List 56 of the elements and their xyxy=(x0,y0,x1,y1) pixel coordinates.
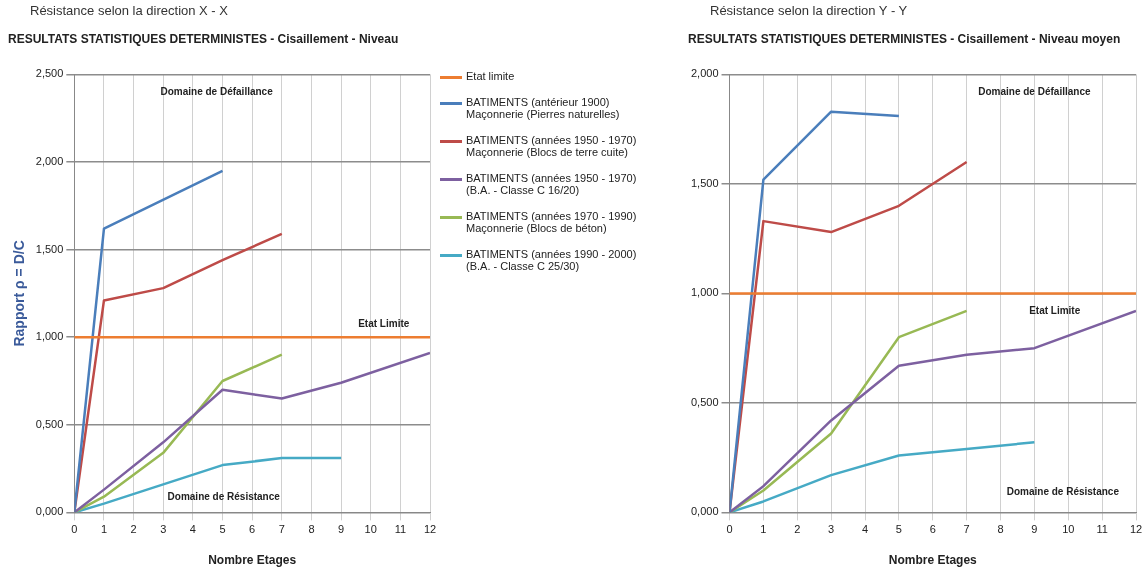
y-tick-label: 0,500 xyxy=(691,395,719,408)
legend-label: Etat limite xyxy=(466,70,515,82)
x-tick-label: 7 xyxy=(278,523,285,536)
y-tick-label: 2,500 xyxy=(35,67,64,80)
x-tick-label: 12 xyxy=(1129,523,1143,536)
x-tick-label: 0 xyxy=(71,523,78,536)
x-tick-label: 6 xyxy=(929,523,936,536)
x-tick-label: 2 xyxy=(130,523,137,536)
x-tick-label: 9 xyxy=(1031,523,1038,536)
x-tick-label: 11 xyxy=(1096,523,1108,536)
x-tick-label: 6 xyxy=(249,523,256,536)
x-tick-label: 10 xyxy=(364,523,377,536)
y-tick-label: 1,500 xyxy=(691,176,719,189)
x-tick-label: 3 xyxy=(828,523,835,536)
annotation: Domaine de Résistance xyxy=(167,490,281,502)
x-tick-label: 10 xyxy=(1062,523,1075,536)
x-tick-label: 5 xyxy=(895,523,902,536)
annotation: Domaine de Défaillance xyxy=(160,85,274,97)
chart-title: RESULTATS STATISTIQUES DETERMINISTES - Cisaillement - Niveau moyen xyxy=(688,31,1121,46)
y-tick-label: 2,000 xyxy=(35,155,64,168)
x-tick-label: 1 xyxy=(760,523,767,536)
y-tick-label: 0,500 xyxy=(35,417,64,430)
y-axis-title: Rapport ρ = D/C xyxy=(11,240,28,347)
chart-title: RESULTATS STATISTIQUES DETERMINISTES - Cisaillement - Niveau xyxy=(8,31,399,46)
y-tick-label: 1,000 xyxy=(691,286,719,299)
y-tick-label: 1,500 xyxy=(35,242,64,255)
annotation: Etat Limite xyxy=(358,317,410,329)
y-tick-label: 1,000 xyxy=(35,330,64,343)
chart-subtitle: Résistance selon la direction Y - Y xyxy=(709,2,909,20)
legend-label: BATIMENTS (années 1990 - 2000) (B.A. - Classe C 25/30) xyxy=(466,248,638,272)
y-tick-label: 2,000 xyxy=(691,67,719,80)
x-tick-label: 1 xyxy=(100,523,108,536)
x-tick-label: 9 xyxy=(338,523,345,536)
annotation: Domaine de Résistance xyxy=(1006,486,1120,498)
x-tick-label: 8 xyxy=(997,523,1004,536)
annotation: Domaine de Défaillance xyxy=(978,85,1091,97)
annotation: Etat Limite xyxy=(1029,304,1081,316)
x-tick-label: 12 xyxy=(423,523,437,536)
x-axis-title: Nombre Etages xyxy=(888,553,978,568)
x-tick-label: 5 xyxy=(219,523,226,536)
legend-label: BATIMENTS (années 1950 - 1970) Maçonnerie (Blocs de terre cuite) xyxy=(466,134,638,158)
x-tick-label: 3 xyxy=(160,523,167,536)
x-tick-label: 8 xyxy=(308,523,315,536)
y-tick-label: 0,000 xyxy=(35,505,64,518)
legend-label: BATIMENTS (années 1970 - 1990) Maçonnerie (Blocs de béton) xyxy=(466,210,638,234)
x-tick-label: 2 xyxy=(794,523,801,536)
legend-label: BATIMENTS (années 1950 - 1970) (B.A. - Classe C 16/20) xyxy=(466,172,638,196)
y-tick-label: 0,000 xyxy=(691,505,719,518)
x-axis-title: Nombre Etages xyxy=(208,553,297,568)
x-tick-label: 4 xyxy=(189,523,196,536)
x-tick-label: 4 xyxy=(861,523,869,536)
x-tick-label: 0 xyxy=(726,523,733,536)
x-tick-label: 11 xyxy=(394,523,407,536)
legend-label: BATIMENTS (antérieur 1900) Maçonnerie (Pierres naturelles) xyxy=(466,96,621,120)
chart-subtitle: Résistance selon la direction X - X xyxy=(29,2,229,20)
x-tick-label: 7 xyxy=(963,523,970,536)
